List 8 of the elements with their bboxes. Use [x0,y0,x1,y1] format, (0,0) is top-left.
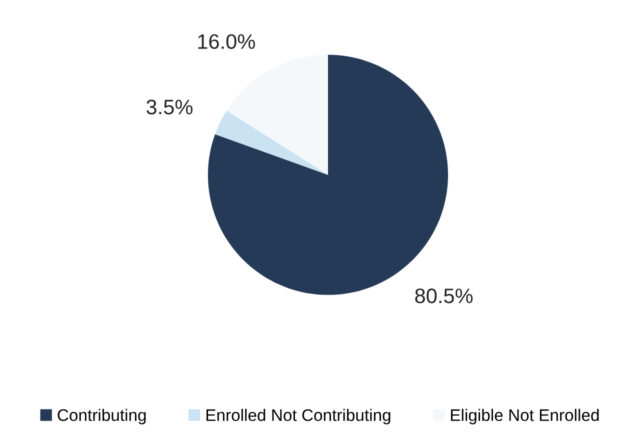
legend-label: Eligible Not Enrolled [451,408,599,424]
data-label: 16.0% [198,34,255,49]
pie-slice [226,54,328,175]
data-label: 3.5% [146,100,192,114]
pie-slice [215,110,328,175]
legend-label: Contributing [58,408,146,424]
legend-label: Enrolled Not Contributing [206,408,390,424]
data-label: 80.5% [415,288,473,304]
